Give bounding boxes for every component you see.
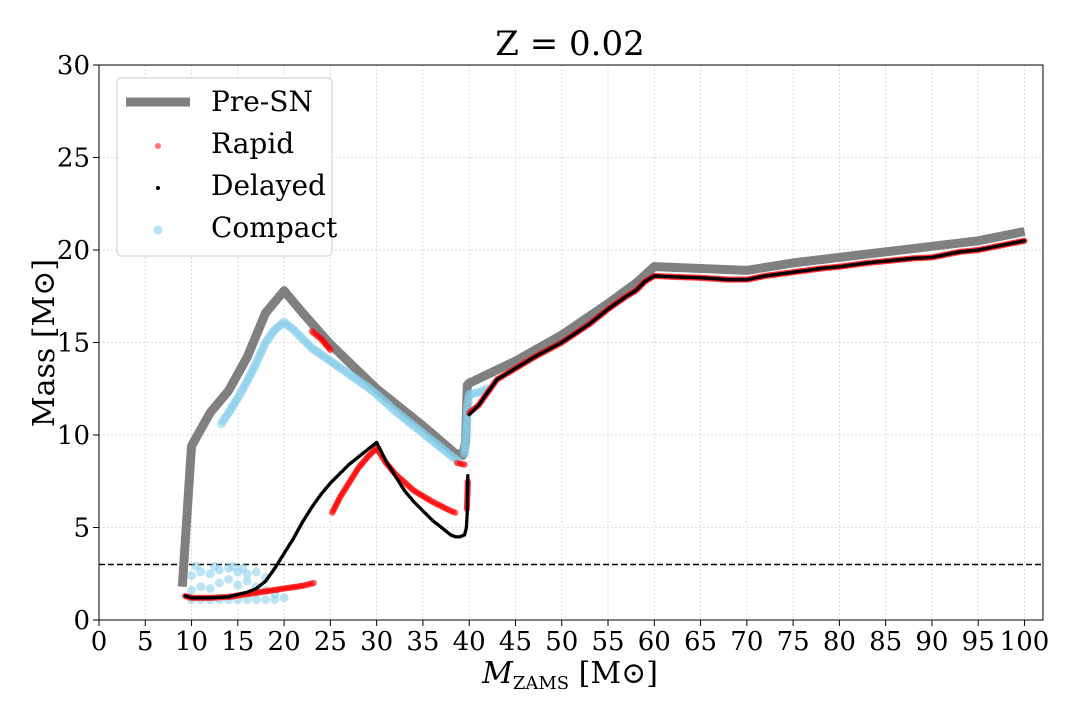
legend-label-compact: Compact <box>211 211 338 244</box>
x-axis-label-main: M <box>481 656 514 691</box>
point-compact <box>191 561 201 571</box>
legend-swatch-rapid <box>155 143 161 149</box>
x-tick-label: 20 <box>268 627 301 657</box>
point-compact <box>205 584 215 593</box>
x-tick-label: 15 <box>221 627 254 657</box>
legend: Pre-SN Rapid Delayed Compact <box>116 77 338 257</box>
x-tick-label: 60 <box>638 627 671 657</box>
series-pre-sn <box>177 227 1026 587</box>
point-delayed <box>1022 239 1027 243</box>
point-rapid <box>327 346 334 354</box>
x-tick-label: 45 <box>499 627 532 657</box>
x-axis-label-unit: [M⊙] <box>579 656 658 691</box>
point-compact <box>279 593 289 603</box>
x-tick-label: 50 <box>545 627 578 657</box>
axis-ticks: 0 5 10 15 20 25 30 35 40 45 50 55 60 65 70 75 80 85 90 95 10… <box>57 51 1049 657</box>
point-compact <box>251 595 261 605</box>
series-line-pre-sn <box>177 227 1026 587</box>
x-tick-label: 95 <box>962 627 995 657</box>
series-layer <box>177 227 1028 605</box>
x-tick-label: 75 <box>777 627 810 657</box>
x-tick-label: 90 <box>915 627 948 657</box>
y-tick-label: 0 <box>73 606 90 636</box>
x-tick-label: 100 <box>1000 627 1050 657</box>
x-tick-label: 35 <box>406 627 439 657</box>
x-tick-label: 25 <box>314 627 347 657</box>
point-compact <box>224 574 234 584</box>
y-tick-label: 10 <box>57 421 90 451</box>
x-tick-label: 0 <box>91 627 108 657</box>
y-tick-label: 15 <box>57 329 90 359</box>
series-delayed <box>183 239 1027 600</box>
chart-title: Z = 0.02 <box>495 24 644 64</box>
y-tick-label: 25 <box>57 144 90 174</box>
x-axis-label-sub: ZAMS <box>513 673 569 694</box>
point-compact <box>205 569 215 579</box>
point-compact <box>238 563 247 573</box>
x-tick-label: 65 <box>684 627 717 657</box>
x-tick-label: 85 <box>869 627 902 657</box>
point-rapid <box>452 509 459 516</box>
series-compact <box>187 317 493 605</box>
y-tick-label: 5 <box>73 514 90 544</box>
point-compact <box>214 578 224 588</box>
point-rapid <box>310 579 317 587</box>
x-axis-label-space <box>569 656 579 691</box>
y-tick-label: 30 <box>57 51 90 81</box>
point-delayed <box>466 474 470 478</box>
legend-label-pre-sn: Pre-SN <box>211 85 313 118</box>
point-compact <box>187 571 196 581</box>
x-tick-label: 30 <box>360 627 393 657</box>
x-tick-label: 10 <box>175 627 208 657</box>
point-compact <box>233 580 243 590</box>
legend-label-rapid: Rapid <box>211 127 294 160</box>
legend-box <box>116 77 333 257</box>
x-tick-label: 55 <box>591 627 624 657</box>
x-tick-label: 40 <box>453 627 486 657</box>
legend-swatch-compact <box>153 225 163 235</box>
point-compact <box>210 561 220 571</box>
point-compact <box>242 576 252 586</box>
point-compact <box>251 567 261 577</box>
x-tick-label: 80 <box>823 627 856 657</box>
x-tick-label: 70 <box>730 627 763 657</box>
y-tick-label: 20 <box>57 236 90 266</box>
legend-label-delayed: Delayed <box>211 169 326 202</box>
point-rapid <box>461 461 468 468</box>
x-axis-label: MZAMS [M⊙] <box>481 656 658 694</box>
legend-swatch-delayed <box>156 186 160 190</box>
point-compact <box>196 582 206 592</box>
point-compact <box>228 561 238 571</box>
point-compact <box>187 585 196 595</box>
y-axis-label: Mass [M⊙] <box>27 259 62 427</box>
x-tick-label: 5 <box>137 627 154 657</box>
point-compact <box>261 595 271 605</box>
